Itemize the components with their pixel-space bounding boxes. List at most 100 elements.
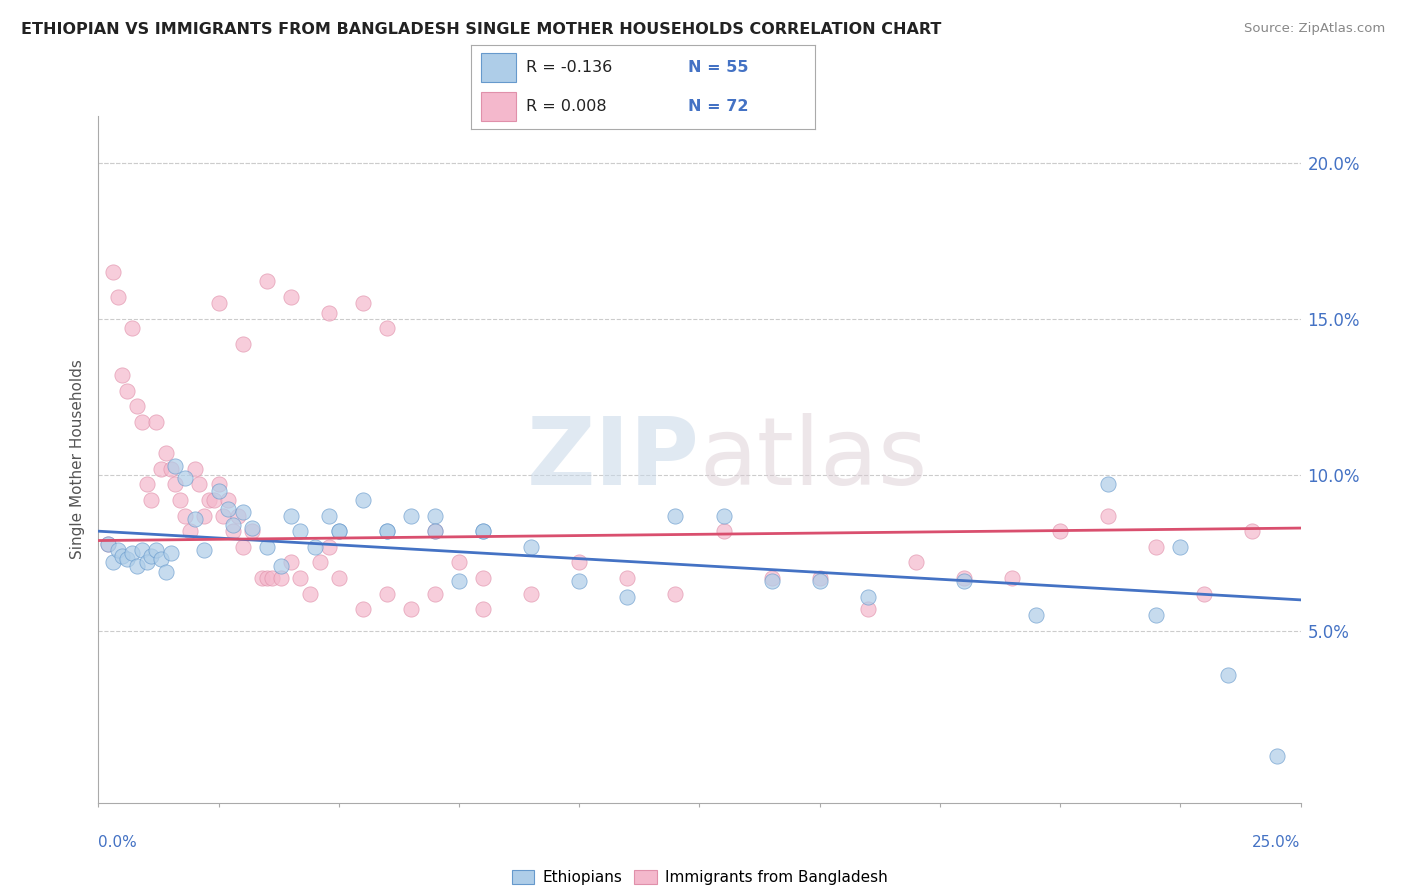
Point	[270, 558, 292, 573]
Point	[808, 571, 831, 585]
Point	[179, 524, 201, 539]
Point	[155, 565, 177, 579]
Point	[1097, 477, 1119, 491]
Point	[280, 555, 302, 570]
Point	[183, 462, 205, 476]
Point	[125, 400, 148, 414]
Text: N = 72: N = 72	[688, 99, 748, 114]
Point	[1001, 571, 1024, 585]
Point	[131, 415, 153, 429]
Point	[208, 477, 231, 491]
Point	[423, 524, 446, 539]
Point	[240, 524, 263, 539]
Point	[318, 540, 340, 554]
Point	[250, 571, 273, 585]
Point	[761, 574, 783, 589]
Point	[328, 524, 350, 539]
Point	[1025, 608, 1047, 623]
Point	[352, 602, 374, 616]
Point	[616, 590, 638, 604]
Point	[97, 537, 120, 551]
Point	[447, 574, 470, 589]
Point	[212, 508, 235, 523]
Point	[193, 542, 215, 557]
Point	[111, 549, 134, 564]
Point	[352, 296, 374, 310]
Point	[222, 517, 245, 532]
Point	[131, 542, 153, 557]
Text: 25.0%: 25.0%	[1253, 836, 1301, 850]
Point	[208, 483, 231, 498]
Point	[375, 524, 398, 539]
Point	[107, 290, 129, 304]
Point	[202, 492, 225, 507]
Point	[318, 508, 340, 523]
Point	[101, 555, 124, 570]
Point	[135, 477, 157, 491]
Point	[101, 265, 124, 279]
Text: R = 0.008: R = 0.008	[526, 99, 607, 114]
Text: 0.0%: 0.0%	[98, 836, 138, 850]
Point	[520, 540, 543, 554]
Point	[616, 571, 638, 585]
Point	[198, 492, 221, 507]
Point	[1194, 587, 1216, 601]
Point	[159, 546, 181, 560]
Point	[472, 571, 495, 585]
Point	[399, 602, 422, 616]
Point	[188, 477, 211, 491]
Point	[953, 571, 976, 585]
Point	[318, 306, 340, 320]
Point	[399, 508, 422, 523]
Point	[472, 524, 495, 539]
Point	[290, 571, 312, 585]
Point	[280, 508, 302, 523]
Point	[423, 524, 446, 539]
Point	[260, 571, 283, 585]
Point	[217, 492, 239, 507]
Text: ZIP: ZIP	[527, 413, 700, 506]
Point	[149, 462, 172, 476]
Point	[447, 555, 470, 570]
Legend: Ethiopians, Immigrants from Bangladesh: Ethiopians, Immigrants from Bangladesh	[505, 864, 894, 891]
Point	[183, 512, 205, 526]
Point	[149, 552, 172, 566]
Point	[298, 587, 321, 601]
Point	[159, 462, 181, 476]
Point	[232, 337, 254, 351]
Point	[856, 602, 879, 616]
Point	[107, 542, 129, 557]
Point	[141, 492, 163, 507]
Text: ETHIOPIAN VS IMMIGRANTS FROM BANGLADESH SINGLE MOTHER HOUSEHOLDS CORRELATION CHA: ETHIOPIAN VS IMMIGRANTS FROM BANGLADESH …	[21, 22, 942, 37]
Point	[308, 555, 330, 570]
Text: N = 55: N = 55	[688, 60, 748, 75]
Point	[155, 446, 177, 460]
Point	[520, 587, 543, 601]
Text: atlas: atlas	[700, 413, 928, 506]
Point	[328, 524, 350, 539]
Point	[713, 508, 735, 523]
Point	[856, 590, 879, 604]
Point	[256, 275, 278, 289]
Point	[1144, 540, 1167, 554]
Point	[568, 555, 591, 570]
Y-axis label: Single Mother Households: Single Mother Households	[70, 359, 86, 559]
Point	[352, 492, 374, 507]
Point	[232, 540, 254, 554]
Point	[1241, 524, 1264, 539]
Point	[174, 471, 197, 485]
Point	[713, 524, 735, 539]
Point	[304, 540, 326, 554]
Point	[174, 508, 197, 523]
Point	[135, 555, 157, 570]
Point	[97, 537, 120, 551]
Point	[256, 540, 278, 554]
Point	[145, 415, 167, 429]
Point	[423, 508, 446, 523]
Point	[1265, 749, 1288, 764]
Point	[761, 571, 783, 585]
Point	[121, 321, 143, 335]
Point	[125, 558, 148, 573]
Point	[472, 602, 495, 616]
Point	[121, 546, 143, 560]
